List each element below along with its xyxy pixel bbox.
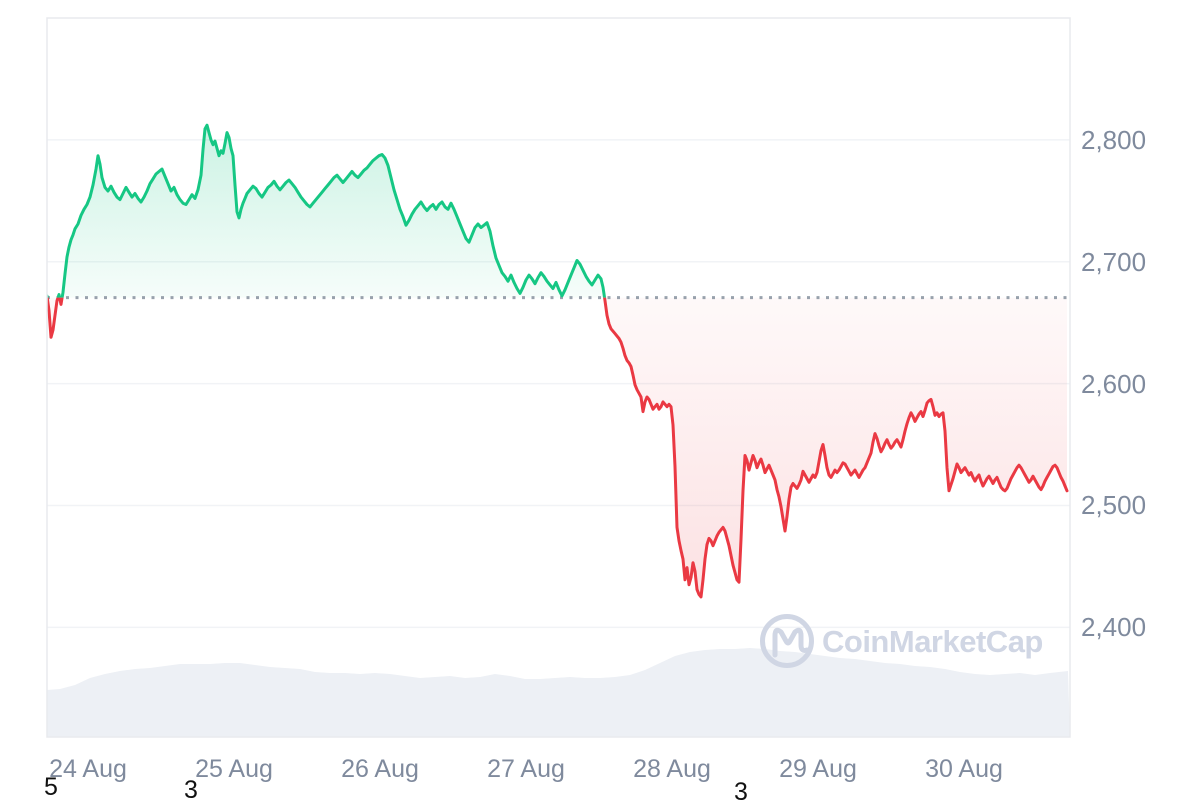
y-axis-label: 2,400 bbox=[1081, 612, 1147, 643]
coinmarketcap-logo-icon bbox=[760, 614, 814, 668]
price-line-negative bbox=[47, 297, 1069, 599]
annotation-digit: 3 bbox=[734, 778, 748, 800]
watermark-text: CoinMarketCap bbox=[822, 624, 1043, 659]
price-area-negative bbox=[47, 297, 1067, 597]
y-axis-label: 2,600 bbox=[1081, 368, 1147, 399]
volume-silhouette bbox=[47, 648, 1070, 737]
x-axis-label: 29 Aug bbox=[779, 755, 857, 783]
x-axis-label: 26 Aug bbox=[341, 755, 419, 783]
y-axis-label: 2,700 bbox=[1081, 246, 1147, 277]
annotation-digit: 5 bbox=[44, 773, 58, 800]
price-area-positive bbox=[47, 125, 605, 298]
x-axis-label: 25 Aug bbox=[195, 755, 273, 783]
annotation-digit: 3 bbox=[184, 776, 198, 800]
watermark: CoinMarketCap bbox=[760, 614, 1043, 668]
x-axis-label: 27 Aug bbox=[487, 755, 565, 783]
y-axis-label: 2,500 bbox=[1081, 490, 1147, 521]
x-axis-label: 28 Aug bbox=[633, 755, 711, 783]
plot-border bbox=[46, 17, 1071, 738]
x-axis-label: 30 Aug bbox=[925, 755, 1003, 783]
y-axis-label: 2,800 bbox=[1081, 124, 1147, 155]
logo-m-glyph bbox=[772, 627, 810, 658]
x-axis-label: 24 Aug bbox=[49, 755, 127, 783]
price-line-positive bbox=[47, 123, 607, 298]
